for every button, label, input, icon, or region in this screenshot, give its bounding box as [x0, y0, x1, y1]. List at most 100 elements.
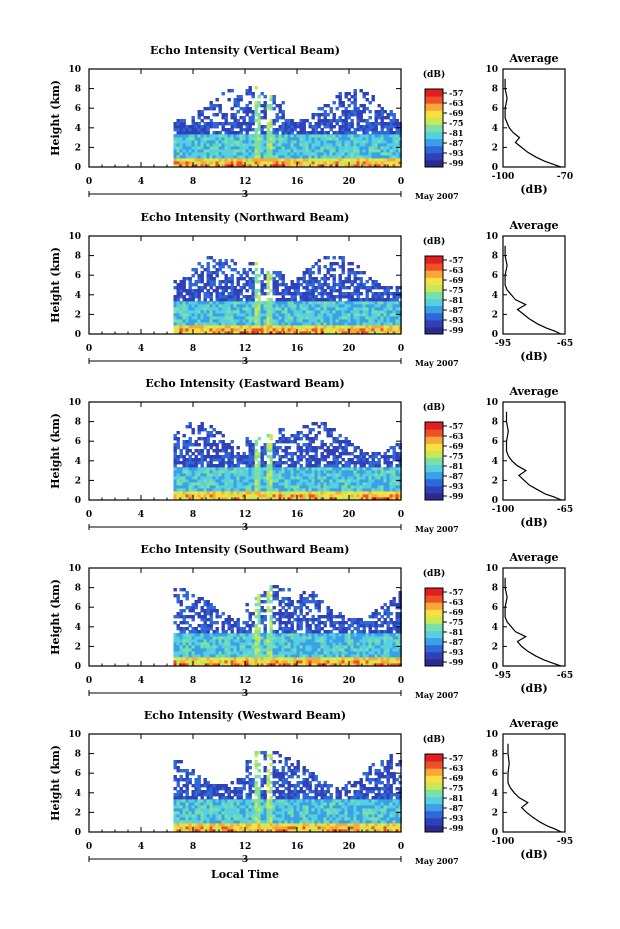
heatmap-cell — [177, 494, 180, 497]
heatmap-cell — [384, 307, 387, 310]
heatmap-cell — [342, 470, 345, 473]
heatmap-cell — [300, 464, 303, 467]
heatmap-cell — [306, 137, 309, 140]
heatmap-cell — [396, 455, 399, 458]
heatmap-cell — [207, 152, 210, 155]
heatmap-cell — [330, 161, 333, 164]
date-marker: 3 — [242, 190, 248, 200]
heatmap-cell — [261, 621, 264, 624]
heatmap-cell — [243, 286, 246, 289]
heatmap-cell — [300, 131, 303, 134]
heatmap-cell — [177, 612, 180, 615]
heatmap-cell — [261, 134, 264, 137]
heatmap-cell — [243, 152, 246, 155]
heatmap-cell — [393, 328, 396, 331]
heatmap-cell — [276, 440, 279, 443]
heatmap-cell — [315, 488, 318, 491]
heatmap-cell — [315, 446, 318, 449]
average-y-tick-label: 6 — [492, 271, 498, 281]
heatmap-cell — [204, 615, 207, 618]
heatmap-cell — [339, 155, 342, 158]
heatmap-cell — [279, 485, 282, 488]
heatmap-cell — [231, 301, 234, 304]
heatmap-cell — [327, 470, 330, 473]
colorbar-tick-label: -99 — [449, 158, 464, 168]
heatmap-cell — [255, 449, 258, 452]
heatmap-cell — [348, 131, 351, 134]
heatmap-cell — [318, 149, 321, 152]
heatmap-cell — [246, 467, 249, 470]
heatmap-cell — [357, 310, 360, 313]
heatmap-cell — [231, 143, 234, 146]
heatmap-cell — [192, 443, 195, 446]
heatmap-cell — [339, 140, 342, 143]
heatmap-cell — [306, 446, 309, 449]
heatmap-cell — [198, 458, 201, 461]
heatmap-cell — [309, 313, 312, 316]
heatmap-cell — [390, 467, 393, 470]
heatmap-cell — [342, 313, 345, 316]
heatmap-cell — [243, 301, 246, 304]
heatmap-cell — [240, 116, 243, 119]
heatmap-cell — [375, 134, 378, 137]
heatmap-cell — [237, 618, 240, 621]
heatmap-cell — [189, 455, 192, 458]
heatmap-cell — [246, 92, 249, 95]
heatmap-cell — [288, 437, 291, 440]
heatmap-cell — [318, 322, 321, 325]
heatmap-cell — [252, 485, 255, 488]
heatmap-cell — [303, 119, 306, 122]
heatmap-cell — [336, 437, 339, 440]
heatmap-cell — [183, 131, 186, 134]
heatmap-cell — [174, 128, 177, 131]
heatmap-cell — [207, 107, 210, 110]
heatmap-cell — [315, 461, 318, 464]
heatmap-cell — [183, 283, 186, 286]
heatmap-cell — [234, 633, 237, 636]
heatmap-cell — [339, 491, 342, 494]
heatmap-cell — [192, 131, 195, 134]
heatmap-cell — [372, 98, 375, 101]
heatmap-cell — [321, 440, 324, 443]
heatmap-cell — [354, 328, 357, 331]
heatmap-cell — [351, 328, 354, 331]
colorbar-segment — [425, 465, 443, 473]
heatmap-cell — [297, 152, 300, 155]
heatmap-cell — [258, 322, 261, 325]
heatmap-cell — [273, 140, 276, 143]
heatmap-cell — [297, 158, 300, 161]
heatmap-cell — [276, 155, 279, 158]
heatmap-cell — [267, 137, 270, 140]
heatmap-cell — [330, 301, 333, 304]
heatmap-cell — [309, 146, 312, 149]
heatmap-cell — [264, 310, 267, 313]
y-tick-label: 0 — [75, 163, 81, 173]
heatmap-cell — [234, 161, 237, 164]
heatmap-cell — [192, 603, 195, 606]
heatmap-cell — [387, 322, 390, 325]
heatmap-cell — [285, 470, 288, 473]
heatmap-cell — [360, 452, 363, 455]
heatmap-cell — [366, 322, 369, 325]
heatmap-cell — [378, 458, 381, 461]
heatmap-cell — [270, 648, 273, 651]
heatmap-cell — [213, 146, 216, 149]
heatmap-cell — [198, 491, 201, 494]
x-tick-label: 16 — [291, 177, 304, 187]
heatmap-cell — [192, 654, 195, 657]
heatmap-cell — [387, 313, 390, 316]
heatmap-cell — [198, 437, 201, 440]
heatmap-cell — [384, 140, 387, 143]
heatmap-cell — [390, 488, 393, 491]
heatmap-cell — [288, 446, 291, 449]
heatmap-cell — [210, 431, 213, 434]
heatmap-cell — [339, 470, 342, 473]
heatmap-cell — [339, 92, 342, 95]
heatmap-cell — [201, 455, 204, 458]
heatmap-cell — [240, 642, 243, 645]
heatmap-cell — [198, 639, 201, 642]
heatmap-cell — [195, 636, 198, 639]
heatmap-cell — [255, 280, 258, 283]
heatmap-cell — [231, 307, 234, 310]
heatmap-cell — [222, 642, 225, 645]
